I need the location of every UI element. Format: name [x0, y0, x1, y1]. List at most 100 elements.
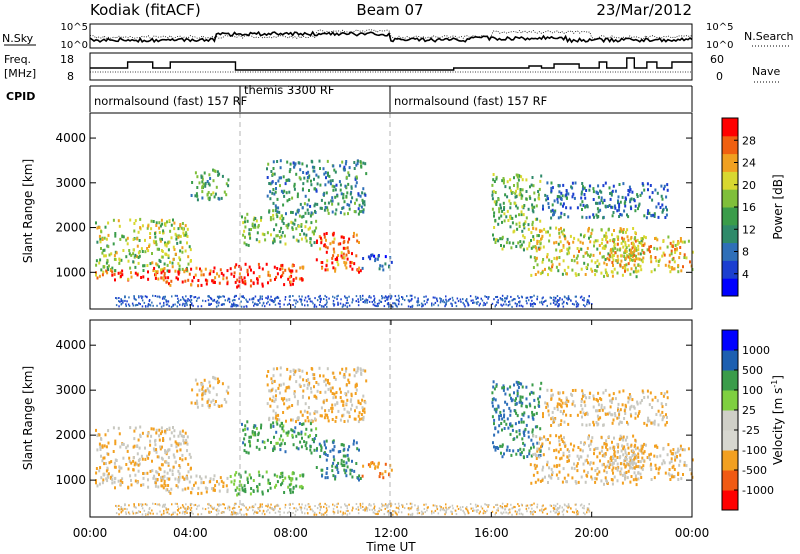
power-data-cell: [515, 204, 518, 208]
power-data-cell: [238, 272, 241, 276]
power-data-cell: [293, 165, 296, 169]
power-data-cell: [206, 279, 209, 283]
power-data-cell: [272, 188, 275, 191]
power-data-cell: [177, 301, 179, 304]
power-data-cell: [522, 223, 525, 227]
power-data-cell: [313, 177, 315, 181]
velocity-data-cell: [256, 438, 259, 442]
power-data-cell: [574, 181, 577, 185]
power-data-cell: [122, 249, 125, 252]
power-data-cell: [611, 189, 614, 193]
velocity-data-cell: [279, 475, 282, 479]
power-data-cell: [567, 215, 570, 219]
velocity-data-cell: [466, 506, 468, 508]
velocity-data-cell: [252, 490, 255, 493]
velocity-data-cell: [109, 476, 112, 480]
power-data-cell: [240, 305, 243, 308]
velocity-data-cell: [272, 395, 275, 399]
power-data-cell: [210, 297, 213, 300]
velocity-data-cell: [643, 421, 646, 425]
power-data-cell: [151, 261, 154, 265]
power-data-cell: [612, 249, 615, 253]
velocity-data-cell: [649, 457, 651, 461]
velocity-data-cell: [434, 504, 436, 507]
power-data-cell: [359, 194, 362, 198]
power-data-cell: [629, 205, 632, 209]
power-data-cell: [254, 217, 257, 220]
power-data-cell: [195, 299, 198, 302]
power-data-cell: [558, 235, 561, 239]
power-data-cell: [191, 302, 193, 305]
velocity-data-cell: [285, 386, 288, 390]
velocity-data-cell: [646, 456, 649, 459]
power-data-cell: [601, 246, 604, 250]
power-data-cell: [494, 191, 497, 194]
velocity-data-cell: [143, 472, 146, 475]
power-data-cell: [147, 249, 150, 253]
power-data-cell: [608, 258, 611, 262]
velocity-data-cell: [279, 507, 281, 510]
power-data-cell: [562, 305, 565, 308]
power-data-cell: [301, 295, 303, 298]
power-data-cell: [137, 251, 140, 255]
power-data-cell: [177, 227, 180, 231]
power-data-cell: [378, 267, 381, 271]
power-data-cell: [344, 295, 346, 298]
power-data-cell: [222, 295, 224, 298]
velocity-data-cell: [382, 476, 385, 480]
power-data-cell: [329, 242, 332, 246]
power-data-cell: [665, 213, 668, 217]
velocity-data-cell: [477, 509, 479, 511]
power-data-cell: [521, 188, 524, 192]
velocity-data-cell: [221, 511, 223, 514]
power-data-cell: [275, 234, 278, 238]
power-data-cell: [112, 242, 115, 246]
velocity-data-cell: [200, 481, 203, 485]
power-data-cell: [275, 187, 277, 190]
power-data-cell: [538, 240, 541, 243]
velocity-data-cell: [170, 487, 173, 491]
velocity-data-cell: [300, 484, 303, 488]
velocity-data-cell: [308, 396, 310, 400]
velocity-data-cell: [214, 400, 217, 403]
velocity-data-cell: [318, 503, 320, 506]
velocity-data-cell: [270, 441, 272, 444]
velocity-data-cell: [324, 452, 327, 456]
velocity-data-cell: [602, 423, 605, 427]
power-data-cell: [186, 304, 188, 307]
velocity-data-cell: [581, 407, 584, 411]
power-data-cell: [167, 248, 170, 252]
velocity-data-cell: [160, 513, 163, 516]
power-data-cell: [299, 233, 302, 236]
velocity-data-cell: [356, 369, 359, 373]
velocity-data-cell: [141, 431, 144, 435]
velocity-data-cell: [199, 475, 201, 479]
power-data-cell: [620, 213, 623, 217]
velocity-data-cell: [120, 511, 122, 514]
velocity-data-cell: [185, 438, 188, 442]
power-data-cell: [274, 277, 276, 281]
power-data-cell: [634, 231, 637, 235]
velocity-data-cell: [170, 431, 173, 435]
velocity-data-cell: [598, 409, 601, 413]
velocity-data-cell: [275, 420, 278, 424]
velocity-data-cell: [622, 389, 625, 393]
power-data-cell: [600, 228, 603, 232]
power-data-cell: [504, 185, 507, 189]
power-data-cell: [332, 164, 335, 168]
velocity-data-cell: [126, 444, 129, 448]
velocity-data-cell: [532, 473, 535, 477]
velocity-data-cell: [628, 393, 631, 396]
velocity-data-cell: [159, 445, 162, 449]
velocity-data-cell: [556, 408, 559, 412]
power-data-cell: [445, 301, 447, 304]
velocity-data-cell: [165, 460, 168, 464]
power-data-cell: [272, 217, 275, 221]
power-data-cell: [571, 302, 574, 305]
power-data-cell: [331, 240, 334, 244]
velocity-data-cell: [250, 476, 252, 480]
velocity-data-cell: [485, 503, 488, 506]
velocity-data-cell: [542, 453, 545, 457]
power-data-cell: [673, 260, 676, 264]
power-data-cell: [133, 255, 136, 259]
